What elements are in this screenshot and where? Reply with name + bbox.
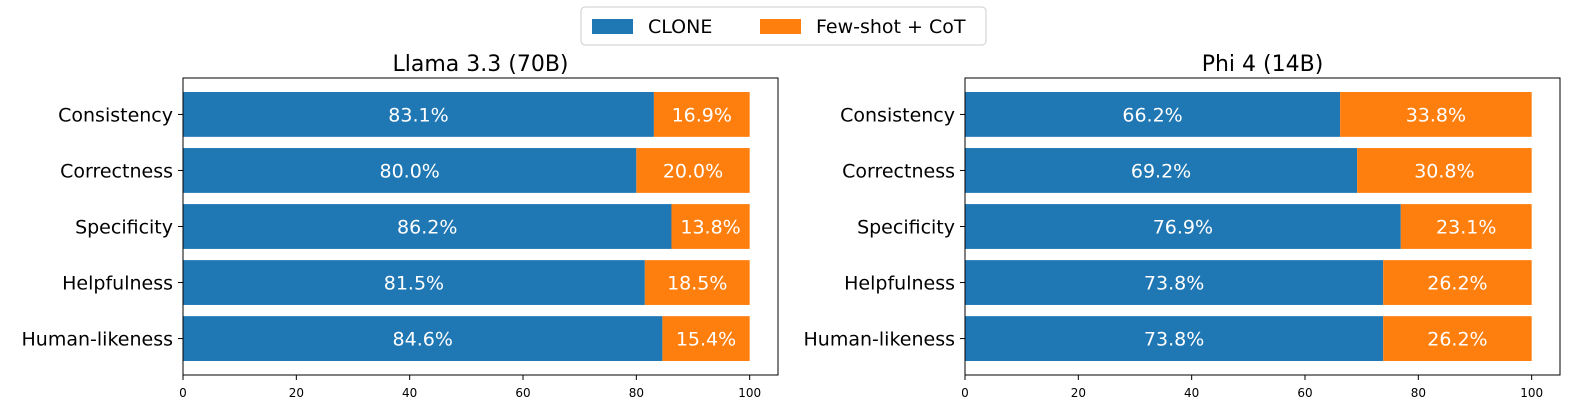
axes-frame	[964, 77, 1561, 376]
panel-1: Llama 3.3 (70B) 83.1% 16.9% Consistency 80.0…	[22, 52, 779, 400]
category-label: Helpfulness	[844, 273, 955, 295]
legend-label: Few-shot + CoT	[816, 16, 966, 38]
bar-value-label: 26.2%	[1427, 329, 1487, 351]
chart-panels: Llama 3.3 (70B) 83.1% 16.9% Consistency 80.0…	[22, 52, 1561, 400]
bar-clone	[965, 92, 1341, 137]
legend-item-few-shot-cot: Few-shot + CoT	[760, 16, 966, 38]
x-tick-label: 80	[629, 386, 644, 400]
x-tick-label: 80	[1411, 386, 1426, 400]
x-tick-label: 100	[1520, 386, 1543, 400]
category-label: Helpfulness	[62, 273, 173, 295]
legend-swatch	[592, 19, 633, 34]
bar-value-label: 20.0%	[663, 160, 723, 182]
bar-few-shot-cot	[1357, 148, 1532, 193]
bar-few-shot-cot	[1383, 260, 1532, 305]
bar-value-label: 30.8%	[1414, 160, 1474, 182]
x-tick-label: 40	[402, 386, 417, 400]
bar-clone	[183, 148, 637, 193]
category-label: Human-likeness	[22, 329, 173, 351]
category-label: Specificity	[857, 217, 955, 239]
panel-2: Phi 4 (14B) 66.2% 33.8% Consistency 69.2% 30.…	[804, 52, 1561, 400]
category-label: Correctness	[842, 160, 955, 182]
bar-clone	[965, 316, 1384, 361]
bar-few-shot-cot	[653, 92, 750, 137]
bar-few-shot-cot	[1400, 204, 1532, 249]
x-tick-label: 0	[961, 386, 969, 400]
x-tick-label: 20	[1071, 386, 1086, 400]
x-tick-label: 40	[1184, 386, 1199, 400]
bar-few-shot-cot	[636, 148, 750, 193]
category-label: Specificity	[75, 217, 173, 239]
bar-few-shot-cot	[644, 260, 750, 305]
bar-value-label: 80.0%	[379, 160, 439, 182]
category-label: Correctness	[60, 160, 173, 182]
bar-clone	[183, 204, 672, 249]
axes-frame	[182, 77, 779, 376]
bar-few-shot-cot	[662, 316, 750, 361]
bar-clone	[965, 148, 1358, 193]
bar-value-label: 16.9%	[672, 104, 732, 126]
bar-value-label: 73.8%	[1144, 273, 1204, 295]
bar-value-label: 86.2%	[397, 217, 457, 239]
legend-label: CLONE	[648, 16, 712, 38]
category-label: Consistency	[840, 104, 955, 126]
panel-title: Phi 4 (14B)	[1202, 52, 1324, 77]
category-label: Consistency	[58, 104, 173, 126]
bar-clone	[965, 260, 1384, 305]
bar-few-shot-cot	[1383, 316, 1532, 361]
x-tick-label: 0	[179, 386, 187, 400]
x-tick-label: 60	[1297, 386, 1312, 400]
bar-value-label: 13.8%	[680, 217, 740, 239]
bar-value-label: 33.8%	[1406, 104, 1466, 126]
x-tick-label: 100	[738, 386, 761, 400]
bar-value-label: 15.4%	[676, 329, 736, 351]
bar-value-label: 18.5%	[667, 273, 727, 295]
bar-few-shot-cot	[1340, 92, 1532, 137]
bar-value-label: 76.9%	[1153, 217, 1213, 239]
bar-value-label: 83.1%	[388, 104, 448, 126]
bar-clone	[183, 92, 654, 137]
bar-value-label: 26.2%	[1427, 273, 1487, 295]
category-label: Human-likeness	[804, 329, 955, 351]
bar-clone	[183, 260, 645, 305]
legend-swatch	[760, 19, 801, 34]
legend-item-clone: CLONE	[592, 16, 712, 38]
bar-value-label: 69.2%	[1131, 160, 1191, 182]
bar-few-shot-cot	[671, 204, 750, 249]
bar-value-label: 23.1%	[1436, 217, 1496, 239]
bar-clone	[965, 204, 1401, 249]
x-tick-label: 60	[515, 386, 530, 400]
bar-clone	[183, 316, 663, 361]
bar-value-label: 81.5%	[384, 273, 444, 295]
legend: CLONE Few-shot + CoT	[580, 6, 987, 46]
bar-value-label: 73.8%	[1144, 329, 1204, 351]
bar-value-label: 84.6%	[393, 329, 453, 351]
bar-value-label: 66.2%	[1122, 104, 1182, 126]
panel-title: Llama 3.3 (70B)	[393, 52, 569, 77]
x-tick-label: 20	[289, 386, 304, 400]
